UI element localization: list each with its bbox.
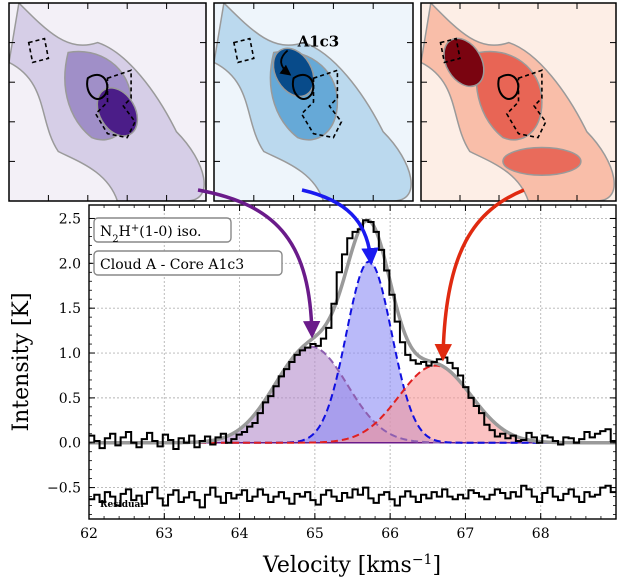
- y-tick-label: −0.5: [47, 481, 81, 497]
- map-frame: [8, 2, 207, 202]
- core-contour-solid: [291, 73, 315, 100]
- component-fill-1: [89, 261, 616, 443]
- x-axis-title: Velocity [kms−1]: [262, 552, 441, 578]
- y-tick-label: 0.0: [59, 436, 81, 452]
- x-tick-label: 62: [80, 526, 98, 542]
- y-tick-label: 2.5: [59, 211, 81, 227]
- small-contour-dashed: [439, 37, 461, 64]
- x-tick-label: 64: [231, 526, 249, 542]
- y-tick-label: 0.5: [59, 391, 81, 407]
- small-contour-dashed: [27, 37, 50, 64]
- map-contour-mid: [475, 50, 543, 141]
- legend-box-line-frame: [93, 217, 232, 243]
- legend-core-label: Cloud A - Core A1c3: [100, 257, 244, 273]
- x-title-close: ]: [432, 553, 441, 578]
- core-label: A1c3: [297, 33, 340, 51]
- legend-text-part: (1-0) iso.: [139, 224, 201, 240]
- spectrum-line: [89, 219, 616, 451]
- x-tick-label: 66: [381, 526, 399, 542]
- series-layer: [89, 218, 616, 509]
- legend-text-part: +: [131, 223, 139, 234]
- arrow-blue: [301, 188, 379, 266]
- core-contour-dashed: [505, 69, 547, 139]
- y-tick-label: 2.0: [59, 256, 81, 272]
- residual-line: [89, 484, 616, 509]
- core-contour-solid: [497, 73, 520, 100]
- legend-text-part: Cloud A - Core A1c3: [100, 257, 244, 273]
- map-secondary-blob: [502, 146, 582, 177]
- map-panel-blue: A1c3: [213, 2, 414, 202]
- core-contour-dashed: [300, 69, 343, 139]
- map-frame: [213, 2, 414, 202]
- map-core: [272, 47, 315, 98]
- core-label-arrow: [279, 49, 292, 76]
- legend-box-core-frame: [93, 250, 283, 276]
- y-tick-label: 1.5: [59, 301, 81, 317]
- legend-text-part: 2: [112, 234, 118, 245]
- x-tick-label: 63: [155, 526, 173, 542]
- map-frame: [420, 2, 617, 202]
- legend-box-core: Cloud A - Core A1c3: [93, 250, 283, 276]
- y-axis-title: Intensity [K]: [9, 292, 34, 431]
- core-contour-solid: [86, 73, 109, 100]
- x-title-sup: −1: [412, 552, 433, 568]
- x-tick-label: 68: [532, 526, 550, 542]
- legend-text-part: H: [119, 224, 131, 240]
- component-curve-1: [89, 260, 616, 444]
- residual-label: Residual: [100, 500, 144, 510]
- legend-box-line: N2H+(1-0) iso.: [93, 217, 232, 245]
- map-panel-red: [420, 2, 617, 202]
- arrow-purple: [197, 188, 321, 339]
- connector-arrows: [197, 188, 525, 362]
- x-tick-label: 65: [306, 526, 324, 542]
- legend-text-part: N: [100, 224, 112, 240]
- core-contour-dashed: [94, 69, 137, 139]
- y-tick-label: 1.0: [59, 346, 81, 362]
- map-panel-purple: [8, 2, 207, 202]
- x-title-main: Velocity [kms: [262, 553, 412, 578]
- model-total: [89, 218, 616, 445]
- legend-line-label: N2H+(1-0) iso.: [100, 223, 201, 245]
- spectrum-plot: 62 63 64 65 66 67 68 −0.5 0.0 0.5 1.0 1.5 2.0 2.5 N2H…: [47, 204, 617, 542]
- ticks: 62 63 64 65 66 67 68 −0.5 0.0 0.5 1.0 1.5 2.0 2.5: [47, 205, 617, 542]
- x-tick-label: 67: [457, 526, 475, 542]
- small-contour-dashed: [232, 37, 255, 64]
- arrow-red: [434, 188, 525, 362]
- map-panels: A1c3: [8, 2, 617, 202]
